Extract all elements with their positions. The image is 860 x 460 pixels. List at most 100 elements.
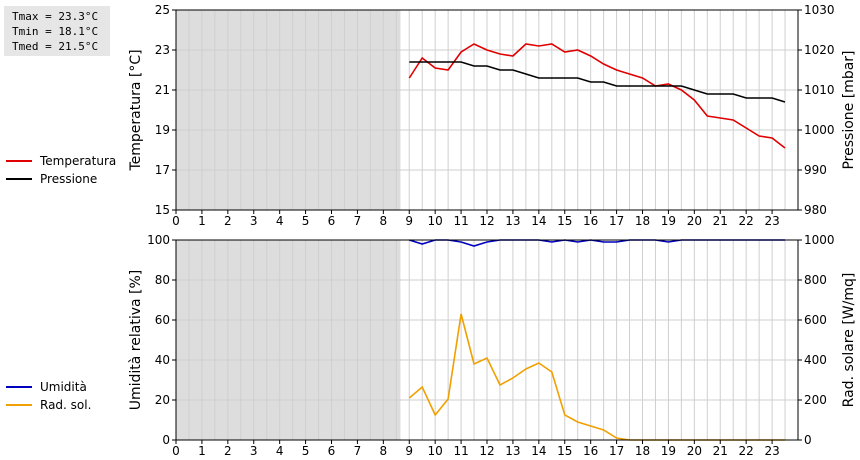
top-x-tick-label: 0 (172, 214, 180, 228)
bottom-y2-tick-label: 0 (804, 433, 812, 447)
legend-item-pressione: Pressione (6, 170, 116, 188)
top-y2label: Pressione [mbar] (841, 50, 857, 169)
bottom-x-tick-label: 4 (276, 444, 284, 458)
bottom-y2-tick-label: 200 (804, 393, 827, 407)
top-x-tick-label: 18 (635, 214, 650, 228)
bottom-x-tick-label: 9 (405, 444, 413, 458)
top-y2-tick-label: 1010 (804, 83, 835, 97)
bottom-y-tick-label: 40 (155, 353, 170, 367)
legend-swatch-pressione (6, 178, 32, 180)
legend-item-umidita: Umidità (6, 378, 91, 396)
top-y-tick-label: 21 (155, 83, 170, 97)
legend-swatch-rad-sol (6, 404, 32, 406)
legend-item-temperatura: Temperatura (6, 152, 116, 170)
bottom-x-tick-label: 18 (635, 444, 650, 458)
bottom-y-tick-label: 100 (147, 233, 170, 247)
top-x-tick-label: 16 (583, 214, 598, 228)
top-y2-tick-label: 1030 (804, 3, 835, 17)
top-x-tick-label: 3 (250, 214, 258, 228)
top-x-tick-label: 4 (276, 214, 284, 228)
top-x-tick-label: 14 (531, 214, 546, 228)
bottom-y-tick-label: 80 (155, 273, 170, 287)
top-y-tick-label: 19 (155, 123, 170, 137)
top-x-tick-label: 22 (739, 214, 754, 228)
bottom-shaded-area (176, 240, 401, 440)
stats-box: Tmax = 23.3°C Tmin = 18.1°C Tmed = 21.5°… (4, 6, 110, 56)
bottom-x-tick-label: 15 (557, 444, 572, 458)
bottom-y2-tick-label: 1000 (804, 233, 835, 247)
legend-label-temperatura: Temperatura (40, 154, 117, 168)
top-x-tick-label: 1 (198, 214, 206, 228)
top-shaded-area (176, 10, 401, 210)
bottom-x-tick-label: 22 (739, 444, 754, 458)
legend-top: Temperatura Pressione (6, 152, 116, 188)
legend-label-umidita: Umidità (40, 380, 87, 394)
top-x-tick-label: 13 (505, 214, 520, 228)
top-x-tick-label: 7 (354, 214, 362, 228)
top-x-tick-label: 5 (302, 214, 310, 228)
top-y2-tick-label: 1000 (804, 123, 835, 137)
top-x-tick-label: 20 (687, 214, 702, 228)
legend-item-rad-sol: Rad. sol. (6, 396, 91, 414)
top-x-tick-label: 11 (453, 214, 468, 228)
bottom-series-left (409, 239, 785, 247)
bottom-y-tick-label: 60 (155, 313, 170, 327)
bottom-y2-tick-label: 600 (804, 313, 827, 327)
top-x-tick-label: 21 (713, 214, 728, 228)
bottom-x-tick-label: 1 (198, 444, 206, 458)
bottom-x-tick-label: 20 (687, 444, 702, 458)
bottom-y2label: Rad. solare [W/mq] (841, 273, 857, 408)
legend-swatch-umidita (6, 386, 32, 388)
top-ylabel: Temperatura [°C] (128, 49, 144, 171)
bottom-x-tick-label: 12 (479, 444, 494, 458)
bottom-ylabel: Umidità relativa [%] (128, 270, 144, 411)
top-y2-tick-label: 980 (804, 203, 827, 217)
top-x-tick-label: 8 (380, 214, 388, 228)
top-x-tick-label: 9 (405, 214, 413, 228)
top-x-tick-label: 17 (609, 214, 624, 228)
top-y-tick-label: 17 (155, 163, 170, 177)
bottom-x-tick-label: 19 (661, 444, 676, 458)
bottom-x-tick-label: 8 (380, 444, 388, 458)
bottom-y-tick-label: 0 (162, 433, 170, 447)
bottom-x-tick-label: 10 (428, 444, 443, 458)
tmax-text: Tmax = 23.3°C (12, 10, 99, 23)
top-y2-tick-label: 1020 (804, 43, 835, 57)
bottom-y2-tick-label: 400 (804, 353, 827, 367)
top-x-tick-label: 15 (557, 214, 572, 228)
top-series-right (409, 61, 786, 103)
tmin-text: Tmin = 18.1°C (12, 25, 99, 38)
bottom-x-tick-label: 23 (764, 444, 779, 458)
bottom-y2-tick-label: 800 (804, 273, 827, 287)
bottom-x-tick-label: 21 (713, 444, 728, 458)
legend-label-pressione: Pressione (40, 172, 98, 186)
bottom-y-tick-label: 20 (155, 393, 170, 407)
top-y2-tick-label: 990 (804, 163, 827, 177)
tmed-text: Tmed = 21.5°C (12, 40, 99, 53)
bottom-x-tick-label: 13 (505, 444, 520, 458)
bottom-x-tick-label: 14 (531, 444, 546, 458)
bottom-x-tick-label: 3 (250, 444, 258, 458)
top-x-tick-label: 6 (328, 214, 336, 228)
legend-swatch-temperatura (6, 160, 32, 162)
top-y-tick-label: 15 (155, 203, 170, 217)
bottom-x-tick-label: 2 (224, 444, 232, 458)
top-y-tick-label: 25 (155, 3, 170, 17)
bottom-x-tick-label: 17 (609, 444, 624, 458)
top-x-tick-label: 19 (661, 214, 676, 228)
bottom-x-tick-label: 5 (302, 444, 310, 458)
bottom-x-tick-label: 6 (328, 444, 336, 458)
top-series-left (408, 43, 786, 149)
bottom-x-tick-label: 11 (453, 444, 468, 458)
top-x-tick-label: 10 (428, 214, 443, 228)
top-y-tick-label: 23 (155, 43, 170, 57)
bottom-x-tick-label: 7 (354, 444, 362, 458)
bottom-x-tick-label: 16 (583, 444, 598, 458)
legend-label-rad-sol: Rad. sol. (40, 398, 92, 412)
top-x-tick-label: 2 (224, 214, 232, 228)
top-x-tick-label: 23 (764, 214, 779, 228)
bottom-series-right (408, 313, 785, 441)
top-x-tick-label: 12 (479, 214, 494, 228)
bottom-x-tick-label: 0 (172, 444, 180, 458)
